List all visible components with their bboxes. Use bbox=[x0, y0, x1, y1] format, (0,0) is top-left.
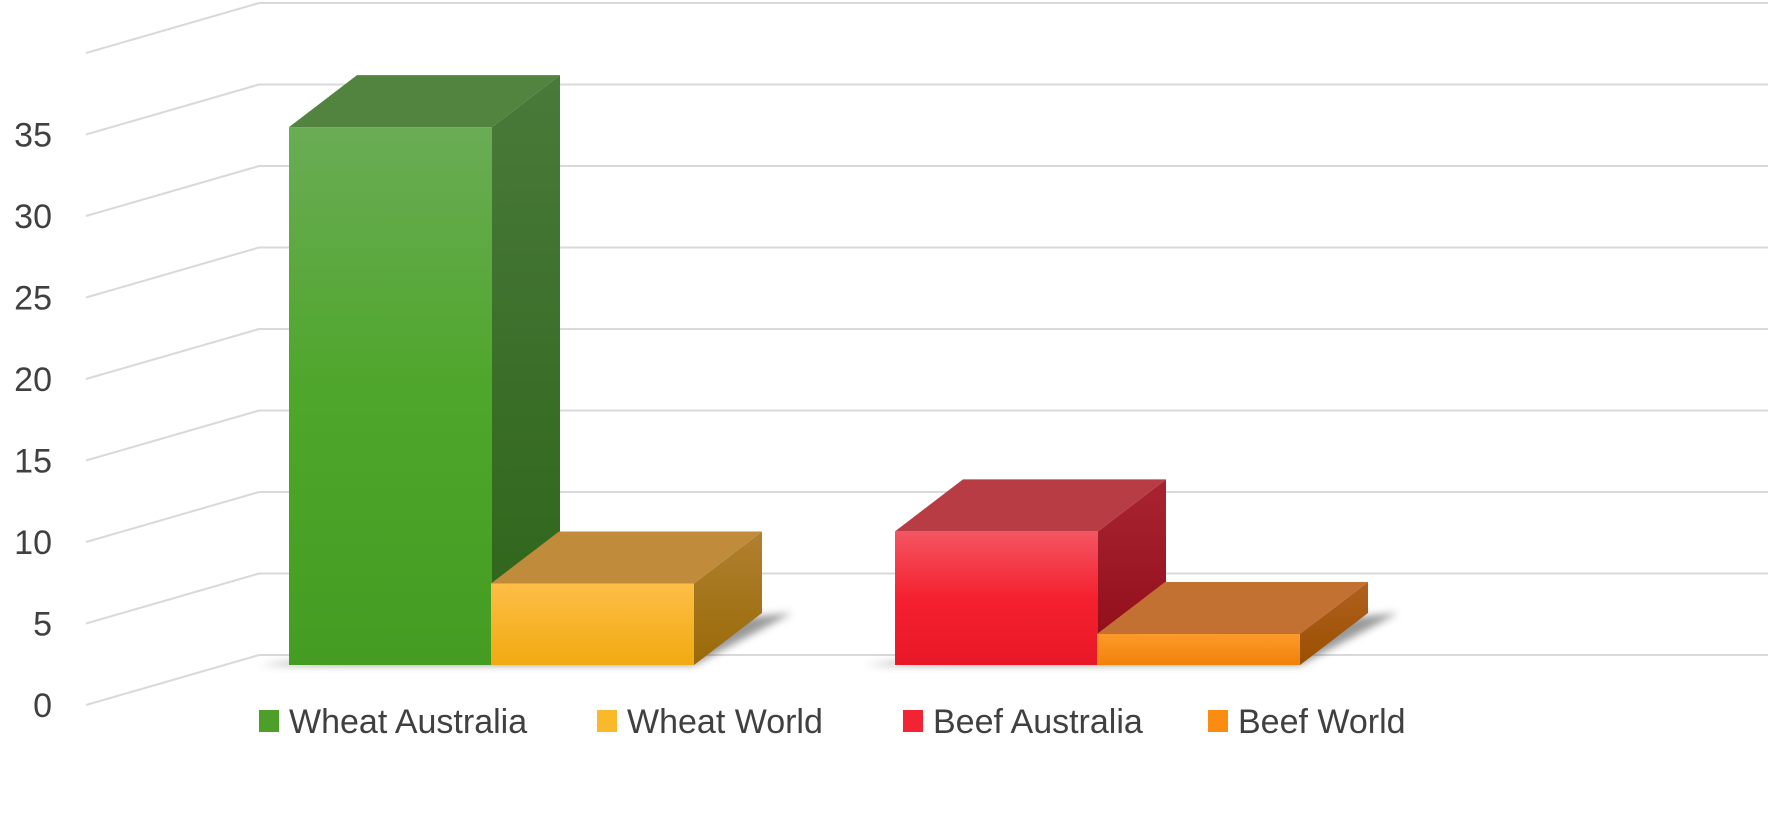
legend: Wheat Australia Wheat World Beef Australia… bbox=[259, 703, 1406, 741]
bar-beef-world bbox=[1097, 582, 1368, 665]
y-tick-label: 30 bbox=[14, 198, 52, 236]
legend-item: Wheat World bbox=[597, 703, 823, 741]
bar-front-face bbox=[895, 531, 1098, 665]
y-tick-label: 0 bbox=[33, 687, 52, 725]
bar-side-face bbox=[1300, 582, 1368, 665]
y-tick-label: 5 bbox=[33, 606, 52, 644]
bar-top-face bbox=[289, 75, 560, 128]
bar-wheat-australia bbox=[289, 75, 560, 666]
legend-label: Wheat Australia bbox=[289, 703, 527, 741]
bar-top-face bbox=[895, 479, 1166, 532]
legend-label: Beef World bbox=[1238, 703, 1406, 741]
legend-label: Beef Australia bbox=[933, 703, 1143, 741]
legend-swatch bbox=[1208, 710, 1228, 732]
bar-front-face bbox=[289, 127, 492, 666]
bars bbox=[259, 75, 1398, 666]
bar-wheat-world bbox=[491, 531, 762, 665]
legend-swatch bbox=[903, 710, 923, 732]
legend-swatch bbox=[597, 710, 617, 732]
y-tick-label: 35 bbox=[14, 117, 52, 155]
gridline bbox=[85, 2, 1768, 54]
y-tick-label: 25 bbox=[14, 280, 52, 318]
y-tick-label: 10 bbox=[14, 524, 52, 562]
legend-item: Wheat Australia bbox=[259, 703, 527, 741]
legend-label: Wheat World bbox=[627, 703, 823, 741]
bar-side-face bbox=[492, 75, 560, 666]
legend-item: Beef Australia bbox=[903, 703, 1143, 741]
y-tick-label: 20 bbox=[14, 361, 52, 399]
bar-front-face bbox=[491, 583, 694, 665]
bar-front-face bbox=[1097, 634, 1300, 665]
legend-swatch bbox=[259, 710, 279, 732]
bar-side-face bbox=[694, 531, 762, 665]
y-axis-tick-labels: 0 5 10 15 20 25 30 35 bbox=[14, 117, 52, 726]
y-tick-label: 15 bbox=[14, 443, 52, 481]
bar-top-face bbox=[1097, 582, 1368, 635]
bar-top-face bbox=[491, 531, 762, 584]
bar-beef-australia bbox=[895, 479, 1166, 665]
legend-item: Beef World bbox=[1208, 703, 1406, 741]
